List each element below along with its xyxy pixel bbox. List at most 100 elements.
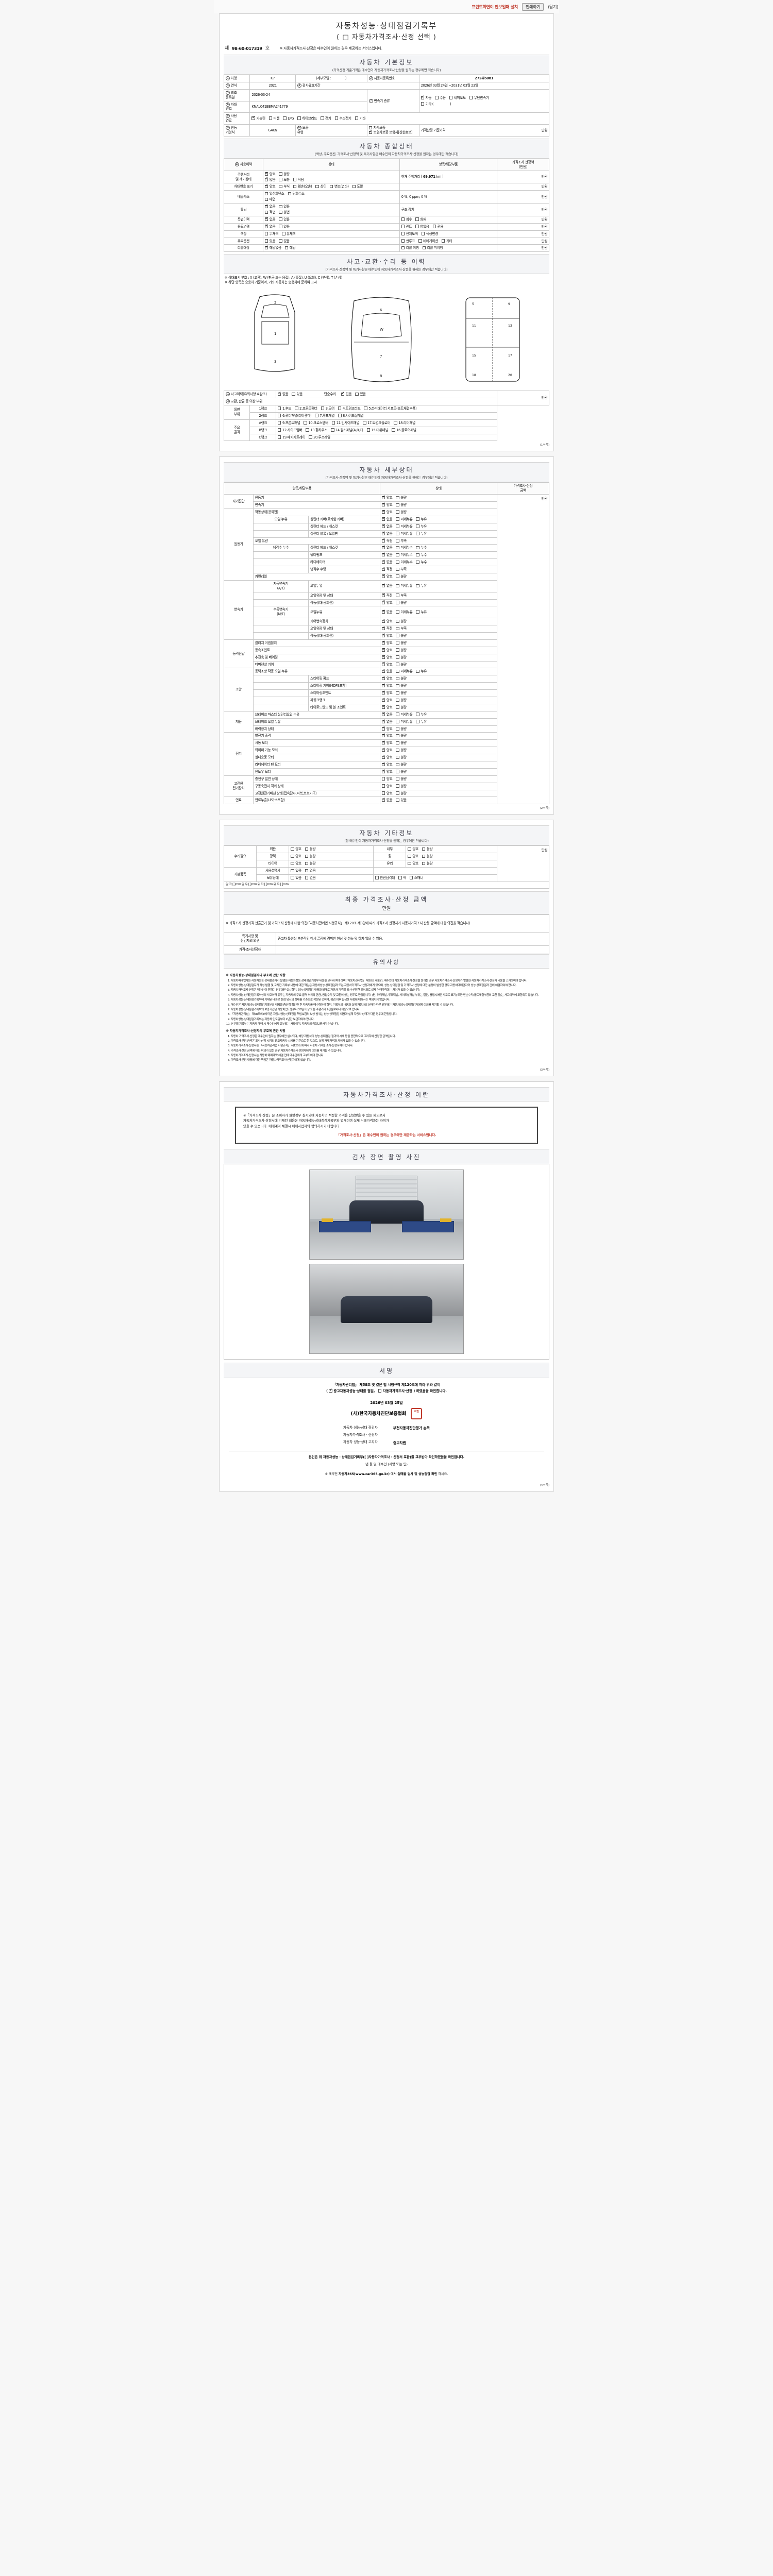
overall-state-option[interactable]: 없음 (264, 204, 276, 209)
detail-state-option[interactable]: 없음 (381, 552, 393, 557)
checkbox[interactable] (396, 791, 399, 795)
checkbox[interactable] (264, 210, 268, 214)
overall-item-option[interactable]: 리콜 미이행 (422, 246, 443, 250)
checkbox[interactable] (381, 784, 385, 788)
detail-state-option[interactable]: 미세누수 (396, 546, 413, 550)
rank-item[interactable]: 16.플로어패널 (392, 428, 416, 433)
rank-item[interactable]: 13.휠하우스 (306, 428, 327, 433)
detail-state-option[interactable]: 있음 (396, 798, 407, 803)
checkbox[interactable] (268, 116, 273, 120)
checkbox[interactable] (408, 847, 411, 851)
detail-state-option[interactable]: 없음 (381, 524, 393, 529)
detail-state-option[interactable]: 없음 (381, 719, 393, 724)
checkbox[interactable] (416, 669, 419, 673)
checkbox[interactable] (418, 239, 422, 243)
detail-state-option[interactable]: 불량 (396, 705, 407, 710)
checkbox[interactable] (396, 770, 399, 773)
checkbox[interactable] (416, 720, 419, 723)
checkbox[interactable] (264, 204, 268, 209)
detail-state-option[interactable]: 미세누유 (396, 610, 413, 615)
detail-state-option[interactable]: 불량 (396, 691, 407, 696)
checkbox[interactable] (416, 553, 419, 557)
etc-state-option[interactable]: 양호 (291, 847, 301, 852)
close-link[interactable]: (닫기) (548, 4, 558, 9)
checkbox[interactable] (396, 762, 399, 767)
detail-state-option[interactable]: 없음 (381, 712, 393, 717)
checkbox[interactable] (321, 116, 324, 120)
checkbox[interactable] (396, 546, 399, 550)
transmission-option[interactable]: 무단변속기 (469, 96, 489, 100)
checkbox[interactable] (338, 414, 342, 417)
detail-state-option[interactable]: 누유 (416, 669, 427, 674)
simple-repair-option[interactable]: 있음 (355, 392, 366, 397)
checkbox[interactable] (381, 669, 385, 673)
fuel-option[interactable]: 전기 (321, 116, 331, 121)
detail-state-option[interactable]: 누유 (416, 584, 427, 588)
etc-state2-option[interactable]: 불량 (422, 847, 433, 852)
etc-state2-option[interactable]: 양호 (408, 847, 418, 852)
detail-state-option[interactable]: 양호 (381, 762, 393, 767)
checkbox[interactable] (381, 531, 385, 535)
checkbox[interactable] (381, 510, 385, 514)
print-button[interactable]: 인쇄하기 (522, 3, 544, 11)
checkbox[interactable] (381, 755, 385, 759)
checkbox[interactable] (396, 641, 399, 645)
checkbox[interactable] (305, 876, 309, 879)
transmission-option[interactable]: 수동 (435, 96, 446, 100)
rank-item[interactable]: 6.쿼터패널(리어휀다) (277, 414, 312, 418)
checkbox[interactable] (305, 854, 309, 858)
detail-state-option[interactable]: 미세누수 (396, 553, 413, 557)
checkbox[interactable] (381, 640, 385, 645)
overall-state-option[interactable]: 있음 (264, 239, 276, 244)
overall-state-option[interactable]: 해당없음 (264, 245, 281, 250)
checkbox[interactable] (341, 392, 345, 396)
checkbox[interactable] (396, 626, 399, 631)
overall-state-option[interactable]: 없음 (264, 217, 276, 222)
detail-state-option[interactable]: 양호 (381, 502, 393, 507)
detail-state-option[interactable]: 미세누유 (396, 720, 413, 724)
detail-state-option[interactable]: 미세누유 (396, 524, 413, 529)
checkbox[interactable] (381, 748, 385, 752)
checkbox[interactable] (422, 861, 426, 866)
checkbox[interactable] (396, 532, 399, 535)
checkbox[interactable] (394, 421, 397, 425)
overall-state-option[interactable]: 양호 (264, 172, 276, 177)
checkbox[interactable] (293, 178, 297, 181)
checkbox[interactable] (396, 503, 399, 507)
checkbox[interactable] (363, 421, 366, 425)
checkbox[interactable] (396, 496, 399, 500)
detail-state-option[interactable]: 없음 (381, 583, 393, 588)
checkbox[interactable] (304, 421, 307, 425)
checkbox[interactable] (264, 245, 268, 250)
rank-item[interactable]: 10.크로스멤버 (304, 421, 328, 426)
overall-state-option[interactable]: 유채색 (282, 232, 296, 236)
checkbox[interactable] (396, 539, 399, 543)
overall-item-option[interactable]: 화재 (415, 217, 426, 222)
detail-state-option[interactable]: 불량 (396, 601, 407, 605)
etc-state2-option[interactable]: 불량 (422, 861, 433, 866)
fuel-option[interactable]: 기타 (355, 116, 365, 121)
detail-state-option[interactable]: 양호 (381, 740, 393, 745)
overall-state-option[interactable]: 해당 (284, 246, 296, 250)
overall-item-option[interactable]: 네비게이션 (418, 239, 438, 244)
rank-item[interactable]: 12.사이드멤버 (277, 428, 303, 433)
law-checkbox-price[interactable] (378, 1389, 382, 1393)
rank-item[interactable]: 20.루프레일 (309, 435, 330, 440)
checkbox[interactable] (264, 239, 268, 243)
checkbox[interactable] (381, 633, 385, 637)
checkbox[interactable] (396, 669, 399, 673)
detail-state-option[interactable]: 미세누유 (396, 517, 413, 522)
detail-state-option[interactable]: 불량 (396, 777, 407, 782)
detail-state-option[interactable]: 양호 (381, 655, 393, 660)
etc-state-option[interactable]: 없음 (305, 876, 316, 880)
detail-state-option[interactable]: 누유 (416, 713, 427, 717)
rank-item[interactable]: 2.프론트휀더 (295, 406, 317, 411)
checkbox[interactable] (279, 210, 282, 214)
checkbox[interactable] (422, 246, 426, 250)
detail-state-option[interactable]: 불량 (396, 755, 407, 760)
checkbox[interactable] (284, 246, 289, 250)
checkbox[interactable] (416, 517, 419, 521)
checkbox[interactable] (396, 567, 399, 571)
checkbox[interactable] (315, 184, 319, 189)
fuel-option[interactable]: 가솔린 (251, 116, 265, 121)
